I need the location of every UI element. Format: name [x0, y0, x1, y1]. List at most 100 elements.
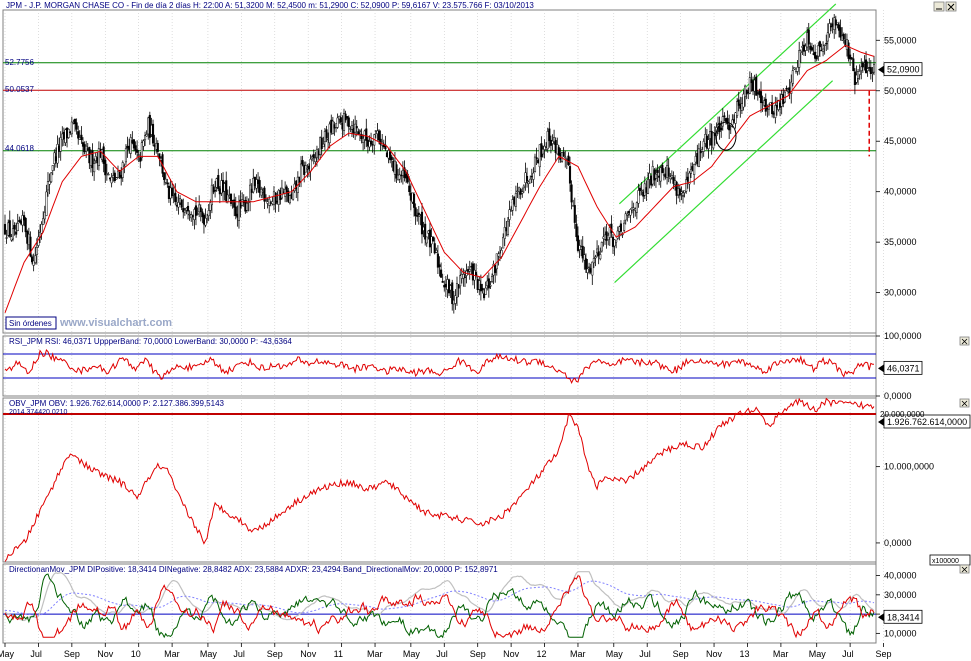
- candle-body: [551, 140, 554, 144]
- candle-body: [842, 33, 845, 40]
- candle-body: [723, 115, 726, 117]
- x-tick-label: May: [200, 649, 218, 659]
- candle-body: [529, 178, 532, 184]
- candle-body: [171, 187, 174, 197]
- candle-body: [462, 273, 465, 279]
- candle-body: [737, 99, 740, 106]
- candle-body: [623, 222, 626, 231]
- candle-body: [263, 187, 266, 202]
- candle-body: [734, 112, 737, 124]
- candle-body: [424, 223, 427, 240]
- candle-body: [613, 239, 616, 247]
- candle-body: [693, 164, 696, 175]
- candle-body: [210, 184, 213, 206]
- candle-body: [358, 130, 361, 132]
- candle-body: [596, 248, 599, 254]
- x-axis-ticks: May Jul Sep Nov 10 Mar May Jul Sep Nov 11 Mar May Jul…: [0, 643, 892, 659]
- candle-body: [689, 169, 693, 174]
- candle-body: [123, 165, 126, 167]
- candle-body: [355, 126, 358, 129]
- candle-body: [13, 225, 16, 230]
- candle-body: [412, 193, 416, 208]
- candle-body: [742, 93, 745, 108]
- minimize-button[interactable]: [933, 1, 945, 12]
- candle-body: [377, 130, 381, 141]
- candle-body: [721, 116, 724, 127]
- candle-body: [35, 247, 38, 255]
- candle-body: [5, 237, 8, 239]
- x-tick-label: Nov: [503, 649, 520, 659]
- candle-body: [629, 209, 632, 216]
- multiplier-box: [929, 554, 971, 566]
- candle-body: [798, 50, 801, 68]
- y-tick-label: 10.000,0000: [884, 462, 934, 472]
- candle-body: [93, 163, 96, 173]
- candle-body: [548, 128, 551, 142]
- candle-body: [174, 192, 177, 202]
- orders-badge-box[interactable]: [5, 316, 57, 330]
- candle-body: [535, 157, 538, 160]
- watermark: www.visualchart.com: [59, 317, 172, 329]
- candle-body: [616, 230, 619, 239]
- candle-body: [8, 220, 11, 237]
- di-positive-line: [4, 573, 875, 639]
- candle-body: [140, 142, 143, 158]
- candle-body: [299, 163, 303, 182]
- candle-body: [40, 223, 43, 234]
- y-tick-label: 10,0000: [884, 628, 917, 638]
- candle-body: [583, 254, 586, 261]
- y-tick-label: 35,0000: [884, 237, 917, 247]
- candle-body: [194, 205, 198, 216]
- candle-body: [32, 260, 35, 266]
- candle-body: [183, 209, 186, 213]
- candle-body: [584, 258, 587, 270]
- obv-top-tick: 20.000,0000: [880, 410, 925, 419]
- candle-body: [196, 213, 199, 215]
- candle-body: [736, 101, 739, 116]
- candle-body: [320, 137, 323, 150]
- candle-body: [312, 154, 315, 159]
- candle-body: [541, 148, 545, 155]
- candle-body: [258, 180, 261, 193]
- candle-body: [850, 57, 853, 59]
- candle-body: [532, 172, 535, 180]
- candle-body: [420, 211, 424, 235]
- candle-body: [115, 177, 118, 180]
- candle-body: [77, 131, 80, 139]
- obv-overlay-label: 2014.374420.0210: [9, 409, 67, 416]
- adxr-line: [4, 580, 875, 616]
- candle-body: [638, 187, 642, 191]
- candle-body: [328, 123, 331, 143]
- candle-body: [264, 199, 268, 201]
- candle-body: [441, 280, 444, 283]
- candle-body: [793, 67, 796, 70]
- candle-body: [872, 64, 876, 73]
- y-tick-label: 40,0000: [884, 187, 917, 197]
- price-levels: [3, 62, 876, 152]
- candle-body: [180, 199, 183, 208]
- x-tick-label: Sep: [876, 649, 892, 659]
- candle-body: [454, 295, 457, 304]
- candle-body: [557, 147, 560, 156]
- candle-body: [436, 253, 439, 268]
- x-tick-label: Mar: [570, 649, 586, 659]
- x-tick-label: Mar: [164, 649, 180, 659]
- candle-body: [177, 202, 180, 208]
- candle-body: [729, 125, 732, 128]
- candle-body: [144, 135, 147, 141]
- candle-body: [553, 137, 556, 142]
- candle-body: [685, 179, 688, 192]
- x-tick-label: Nov: [300, 649, 317, 659]
- candle-body: [699, 150, 702, 154]
- orders-badge[interactable]: Sin órdenes: [9, 319, 52, 328]
- di-negative-line: [4, 575, 875, 639]
- candle-body: [398, 174, 401, 180]
- candle-body: [659, 167, 662, 182]
- channel-line: [618, 3, 837, 205]
- candle-body: [858, 71, 861, 75]
- last-value-label: 18,3414: [887, 612, 920, 622]
- rsi-panel-frame: [2, 335, 877, 397]
- candle-body: [815, 55, 818, 60]
- moving-average-line: [4, 44, 875, 313]
